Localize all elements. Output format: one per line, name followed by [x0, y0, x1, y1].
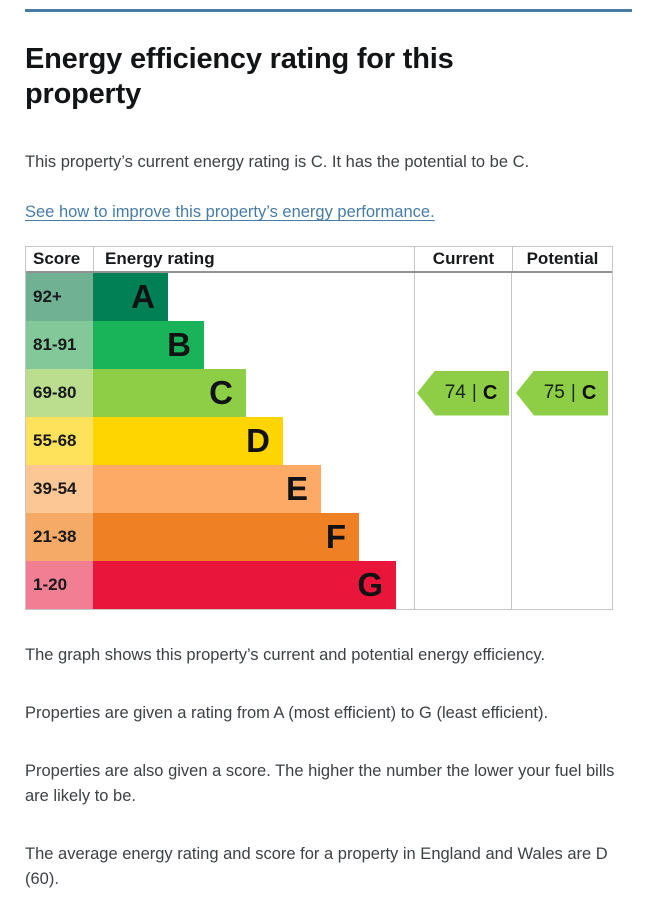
band-bar-b: B: [93, 321, 204, 369]
current-column-cell: [414, 273, 511, 321]
potential-column-cell: [511, 561, 612, 609]
band-bar-area: E: [93, 465, 414, 513]
epc-body: 92+ A 81-91 B 69-80 C 74 | C 75 | C 55-68 D 39-54 E 21-3…: [26, 273, 612, 609]
potential-separator: |: [570, 382, 576, 403]
page-title: Energy efficiency rating for this proper…: [25, 43, 454, 110]
band-score-range: 39-54: [26, 465, 93, 513]
band-score-range: 81-91: [26, 321, 93, 369]
header-energy-rating: Energy rating: [93, 247, 414, 271]
band-row-b: 81-91 B: [26, 321, 612, 369]
intro-text: This property’s current energy rating is…: [25, 153, 530, 171]
band-score-range: 92+: [26, 273, 93, 321]
band-bar-f: F: [93, 513, 359, 561]
chart-header-row: Score Energy rating Current Potential: [26, 247, 612, 273]
band-bar-area: F: [93, 513, 414, 561]
band-bar-area: C: [93, 369, 414, 417]
current-column-cell: [414, 513, 511, 561]
improve-performance-link[interactable]: See how to improve this property’s energ…: [25, 203, 435, 221]
potential-column-cell: [511, 417, 612, 465]
header-current: Current: [414, 247, 512, 271]
potential-column-cell: [511, 273, 612, 321]
potential-column-cell: [511, 321, 612, 369]
chart-description: The graph shows this property’s current …: [25, 643, 632, 892]
paragraph-rating-scale: Properties are given a rating from A (mo…: [25, 704, 549, 722]
band-row-d: 55-68 D: [26, 417, 612, 465]
band-bar-c: C: [93, 369, 246, 417]
potential-band-letter: C: [581, 381, 597, 404]
current-band-letter: C: [482, 381, 498, 404]
potential-column-cell: [511, 513, 612, 561]
band-score-range: 21-38: [26, 513, 93, 561]
band-row-c: 69-80 C 74 | C 75 | C: [26, 369, 612, 417]
header-potential: Potential: [512, 247, 612, 271]
current-rating-arrow: 74 | C: [417, 370, 509, 416]
band-row-a: 92+ A: [26, 273, 612, 321]
current-column-cell: [414, 417, 511, 465]
potential-rating-arrow: 75 | C: [516, 370, 608, 416]
current-column-cell: [414, 321, 511, 369]
band-bar-area: A: [93, 273, 414, 321]
header-score: Score: [33, 249, 81, 268]
band-row-e: 39-54 E: [26, 465, 612, 513]
band-score-range: 1-20: [26, 561, 93, 609]
paragraph-average-rating: The average energy rating and score for …: [25, 845, 608, 888]
band-bar-g: G: [93, 561, 396, 609]
potential-score-value: 75: [543, 382, 565, 403]
band-row-g: 1-20 G: [26, 561, 612, 609]
epc-page: Energy efficiency rating for this proper…: [0, 9, 660, 922]
band-score-range: 69-80: [26, 369, 93, 417]
potential-column-cell: [511, 465, 612, 513]
potential-column-cell: 75 | C: [511, 369, 612, 417]
paragraph-score-meaning: Properties are also given a score. The h…: [25, 762, 615, 805]
band-bar-a: A: [93, 273, 168, 321]
paragraph-graph-shows: The graph shows this property’s current …: [25, 646, 546, 664]
energy-rating-chart: Score Energy rating Current Potential 92…: [25, 246, 613, 610]
band-bar-area: G: [93, 561, 414, 609]
current-column-cell: [414, 465, 511, 513]
current-separator: |: [471, 382, 477, 403]
band-bar-area: D: [93, 417, 414, 465]
band-score-range: 55-68: [26, 417, 93, 465]
band-bar-d: D: [93, 417, 283, 465]
band-row-f: 21-38 F: [26, 513, 612, 561]
band-bar-e: E: [93, 465, 321, 513]
current-column-cell: [414, 561, 511, 609]
current-score-value: 74: [444, 382, 466, 403]
current-column-cell: 74 | C: [414, 369, 511, 417]
band-bar-area: B: [93, 321, 414, 369]
top-divider: [25, 9, 632, 12]
